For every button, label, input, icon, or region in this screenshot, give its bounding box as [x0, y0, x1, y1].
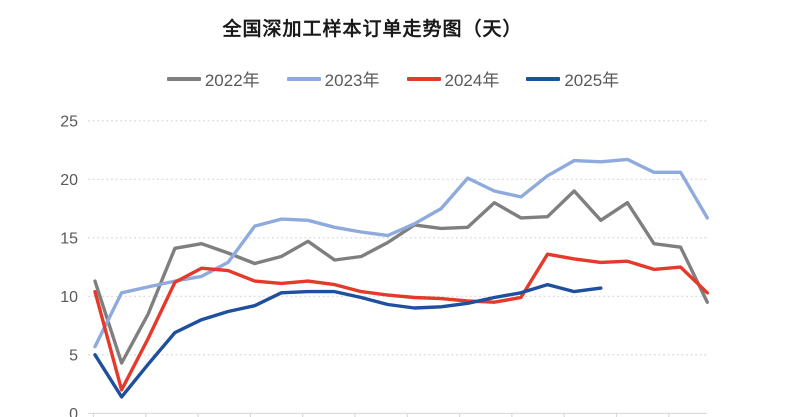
legend-swatch-2023 [286, 76, 321, 81]
series-line-2025 [93, 282, 603, 399]
legend-label-2022: 2022年 [204, 71, 260, 90]
series-line-2022 [93, 189, 709, 365]
y-axis-label-10: 10 [60, 289, 78, 306]
chart-title: 全国深加工样本订单走势图（天） [222, 19, 523, 40]
legend-item-2023: 2023年 [286, 66, 380, 91]
y-axis-label-15: 15 [60, 230, 78, 247]
y-axis-label-5: 5 [69, 347, 78, 364]
legend-swatch-2022 [166, 76, 201, 81]
legend-label-2023: 2023年 [324, 71, 380, 90]
legend-item-2025: 2025年 [526, 66, 619, 91]
legend-swatch-2024 [406, 76, 441, 81]
y-axis-label-20: 20 [60, 172, 78, 189]
series-line-2023 [93, 157, 709, 349]
series-line-2024 [93, 252, 709, 392]
legend-label-2025: 2025年 [564, 71, 620, 90]
y-axis-label-25: 25 [60, 113, 78, 130]
y-axis-label-0: 0 [69, 406, 78, 417]
legend: 2022年 2023年 2024年 2025年 [0, 66, 786, 91]
legend-label-2024: 2024年 [444, 71, 500, 90]
legend-item-2022: 2022年 [166, 66, 260, 91]
legend-item-2024: 2024年 [406, 66, 500, 91]
legend-swatch-2025 [526, 76, 561, 81]
